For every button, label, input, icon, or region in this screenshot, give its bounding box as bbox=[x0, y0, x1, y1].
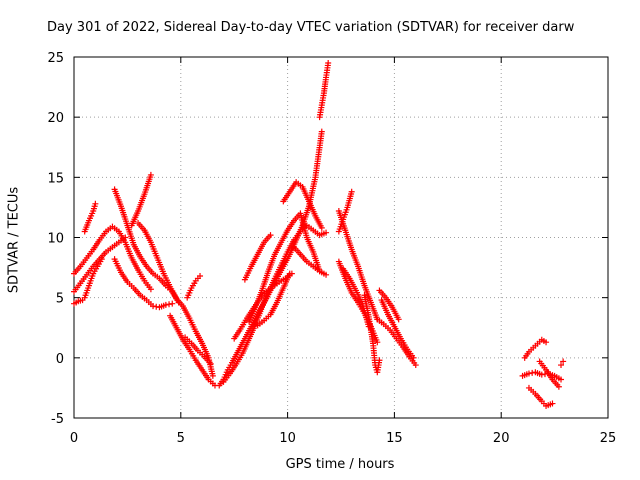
data-point-marker bbox=[92, 200, 99, 207]
series-track-17 bbox=[241, 232, 274, 283]
data-point-marker bbox=[153, 303, 160, 310]
data-point-marker bbox=[529, 369, 536, 376]
data-point-marker bbox=[147, 171, 154, 178]
data-point-marker bbox=[197, 273, 204, 280]
data-point-marker bbox=[395, 316, 402, 323]
series-track-34 bbox=[558, 358, 567, 369]
series-track-33 bbox=[525, 384, 556, 409]
data-point-marker bbox=[122, 234, 129, 241]
series-track-22 bbox=[335, 188, 355, 235]
series-track-9 bbox=[135, 220, 216, 379]
data-point-marker bbox=[558, 362, 565, 369]
series-track-20 bbox=[280, 179, 325, 231]
data-point-marker bbox=[538, 371, 545, 378]
series-track-4 bbox=[71, 297, 86, 307]
grid-layer bbox=[74, 57, 608, 418]
x-tick-label: 20 bbox=[493, 431, 510, 446]
data-point-marker bbox=[543, 339, 550, 346]
data-point-marker bbox=[558, 376, 565, 383]
series-track-14 bbox=[316, 60, 332, 121]
data-point-marker bbox=[169, 300, 176, 307]
series-track-10 bbox=[167, 312, 218, 389]
series-track-26 bbox=[361, 292, 383, 376]
series-track-21 bbox=[291, 244, 330, 278]
y-tick-label: 5 bbox=[56, 292, 64, 307]
data-point-marker bbox=[348, 188, 355, 195]
data-point-marker bbox=[147, 286, 154, 293]
data-point-marker bbox=[541, 371, 548, 378]
series-track-8 bbox=[128, 171, 154, 229]
series-track-30 bbox=[521, 336, 550, 361]
y-tick-label: 25 bbox=[47, 51, 64, 66]
data-point-marker bbox=[150, 303, 157, 310]
y-tick-label: 10 bbox=[47, 232, 64, 247]
data-point-marker bbox=[410, 354, 417, 361]
data-point-marker bbox=[560, 358, 567, 365]
series-track-19 bbox=[254, 270, 293, 329]
x-tick-label: 5 bbox=[177, 431, 185, 446]
x-tick-label: 25 bbox=[600, 431, 617, 446]
y-tick-label: 20 bbox=[47, 111, 64, 126]
series-track-12 bbox=[184, 273, 204, 301]
x-tick-label: 15 bbox=[386, 431, 403, 446]
data-point-marker bbox=[412, 362, 419, 369]
data-point-marker bbox=[209, 372, 216, 379]
data-point-marker bbox=[555, 383, 562, 390]
series-track-15 bbox=[220, 222, 330, 385]
data-point-marker bbox=[325, 60, 332, 67]
series-track-29 bbox=[378, 297, 417, 361]
series-track-11 bbox=[182, 334, 214, 367]
tick-layer: 0 5 10 15 20 25 -5 0 5 10 15 20 25 bbox=[47, 51, 616, 446]
data-point-marker bbox=[166, 301, 173, 308]
data-point-marker bbox=[549, 400, 556, 407]
data-point-marker bbox=[207, 360, 214, 367]
y-tick-label: 15 bbox=[47, 171, 64, 186]
series-track-5 bbox=[81, 256, 105, 301]
series-track-24 bbox=[335, 208, 381, 323]
data-point-marker bbox=[286, 270, 293, 277]
x-tick-label: 10 bbox=[279, 431, 296, 446]
data-point-marker bbox=[318, 128, 325, 135]
data-point-marker bbox=[376, 357, 383, 364]
data-point-marker bbox=[525, 370, 532, 377]
data-point-marker bbox=[374, 339, 381, 346]
data-point-marker bbox=[318, 224, 325, 231]
series-track-7 bbox=[111, 256, 176, 311]
chart-title: Day 301 of 2022, Sidereal Day-to-day VTE… bbox=[47, 20, 575, 35]
series-track-32 bbox=[519, 369, 565, 383]
data-layer bbox=[71, 60, 567, 409]
series-track-27 bbox=[376, 287, 402, 323]
y-tick-label: 0 bbox=[56, 352, 64, 367]
data-point-marker bbox=[323, 271, 330, 278]
series-track-18 bbox=[246, 210, 323, 325]
x-tick-label: 0 bbox=[70, 431, 78, 446]
y-tick-label: -5 bbox=[51, 412, 64, 427]
x-axis-label: GPS time / hours bbox=[285, 457, 395, 472]
data-point-marker bbox=[98, 256, 105, 263]
series-track-2 bbox=[81, 200, 99, 235]
data-point-marker bbox=[323, 229, 330, 236]
data-point-marker bbox=[267, 232, 274, 239]
data-point-marker bbox=[162, 301, 169, 308]
